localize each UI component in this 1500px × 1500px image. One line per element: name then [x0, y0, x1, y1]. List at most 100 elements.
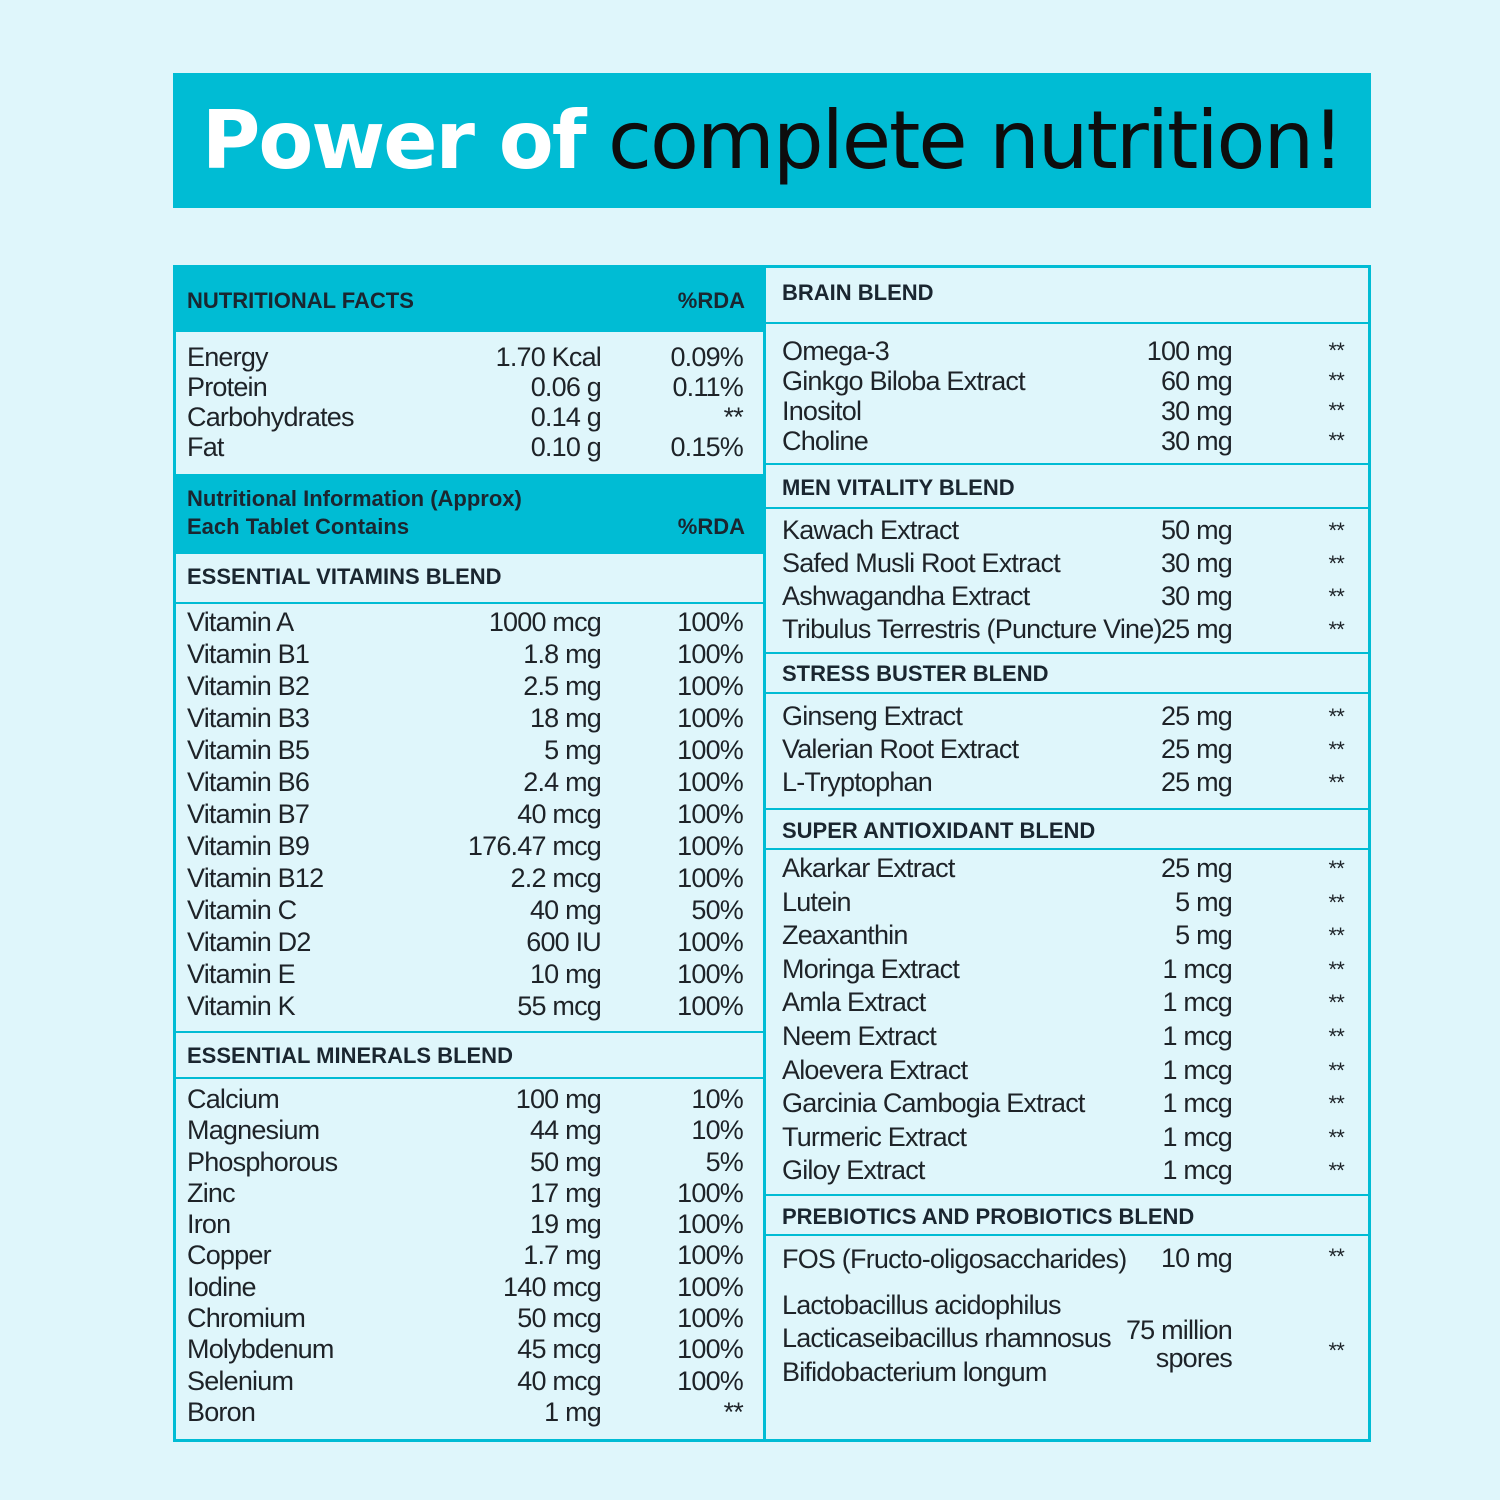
men-vitality-title: MEN VITALITY BLEND: [782, 475, 1015, 500]
item-amount: 50 mg: [529, 1146, 602, 1177]
rda-column-label: %RDA: [677, 288, 745, 313]
item-name: Neem Extract: [782, 1020, 937, 1051]
item-rda: **: [1328, 923, 1344, 949]
item-name: Protein: [187, 372, 268, 402]
minerals-list: Calcium 100 mg 10% Magnesium 44 mg 10% Phospho…: [176, 1084, 763, 1428]
item-amount: 1 mcg: [1162, 987, 1232, 1018]
item-name: Vitamin C: [187, 895, 297, 925]
item-name: FOS (Fructo-oligosaccharides): [782, 1244, 1127, 1274]
item-rda: **: [1328, 617, 1344, 642]
item-name: Fat: [187, 432, 224, 462]
item-rda: **: [1328, 990, 1344, 1016]
item-amount: 140 mcg: [503, 1271, 602, 1302]
item-amount: 0.10 g: [530, 432, 602, 462]
brain-blend-list: Omega-3 100 mg ** Ginkgo Biloba Extract 60 m…: [766, 336, 1368, 464]
item-amount: 17 mg: [529, 1177, 602, 1208]
item-amount: 1 mg: [544, 1396, 602, 1427]
table-row: Ginseng Extract 25 mg **: [766, 700, 1368, 733]
item-amount: 18 mg: [529, 703, 602, 733]
page-title: Power of complete nutrition!: [201, 94, 1345, 187]
item-rda: 100%: [677, 959, 744, 989]
table-row: Safed Musli Root Extract 30 mg **: [766, 547, 1368, 580]
table-row: Vitamin B7 40 mcg 100%: [176, 798, 763, 830]
item-rda: 10%: [691, 1115, 743, 1146]
table-row: Choline 30 mg **: [766, 426, 1368, 456]
table-row: Boron 1 mg **: [176, 1397, 763, 1428]
item-amount: 30 mg: [1160, 581, 1233, 611]
item-amount: 600 IU: [526, 927, 602, 957]
item-name: Magnesium: [187, 1115, 320, 1146]
item-name: Vitamin K: [187, 991, 296, 1021]
item-amount: 2.5 mg: [523, 671, 602, 701]
item-name: Turmeric Extract: [782, 1121, 967, 1152]
table-row: Carbohydrates 0.14 g **: [176, 402, 763, 432]
table-row: Kawach Extract 50 mg **: [766, 514, 1368, 547]
item-rda: 100%: [677, 927, 744, 957]
table-row: Giloy Extract 1 mcg **: [766, 1154, 1368, 1188]
item-name: Inositol: [782, 396, 862, 426]
item-amount: 25 mg: [1160, 767, 1233, 797]
table-row: Protein 0.06 g 0.11%: [176, 372, 763, 402]
item-rda: **: [1328, 428, 1344, 453]
item-rda: 100%: [677, 863, 744, 893]
table-row: Vitamin K 55 mcg 100%: [176, 990, 763, 1022]
table-row: Vitamin B3 18 mg 100%: [176, 702, 763, 734]
item-rda: 100%: [677, 703, 744, 733]
item-name: Ginseng Extract: [782, 701, 963, 731]
table-row: Tribulus Terrestris (Puncture Vine) 25 mg…: [766, 613, 1368, 646]
men-vitality-list: Kawach Extract 50 mg ** Safed Musli Root Ex…: [766, 514, 1368, 646]
item-amount: 45 mcg: [517, 1334, 602, 1365]
probiotic-name-1: Lactobacillus acidophilus: [782, 1290, 1062, 1320]
prebiotics-header: PREBIOTICS AND PROBIOTICS BLEND: [766, 1196, 1368, 1236]
table-row: Inositol 30 mg **: [766, 396, 1368, 426]
nutritional-info-header: Nutritional Information (Approx) Each Ta…: [176, 474, 763, 554]
item-rda: **: [1328, 889, 1344, 915]
table-row: Akarkar Extract 25 mg **: [766, 852, 1368, 886]
item-amount: 10 mg: [1160, 1243, 1233, 1273]
stress-buster-title: STRESS BUSTER BLEND: [782, 661, 1049, 686]
item-name: Vitamin B7: [187, 799, 310, 829]
item-name: Ashwagandha Extract: [782, 581, 1030, 611]
item-name: Vitamin E: [187, 959, 296, 989]
table-row: Molybdenum 45 mcg 100%: [176, 1334, 763, 1365]
item-rda: **: [723, 402, 744, 432]
item-amount: 1.70 Kcal: [495, 342, 602, 372]
item-name: Phosphorous: [187, 1146, 338, 1177]
item-name: Kawach Extract: [782, 515, 959, 545]
item-rda: **: [1328, 856, 1344, 881]
item-name: Iron: [187, 1209, 231, 1240]
item-rda: **: [1328, 1023, 1344, 1049]
table-row: Vitamin B6 2.4 mg 100%: [176, 766, 763, 798]
brain-blend-header: BRAIN BLEND: [766, 268, 1368, 324]
item-amount: 19 mg: [529, 1209, 602, 1240]
item-name: Safed Musli Root Extract: [782, 548, 1061, 578]
fos-row: FOS (Fructo-oligosaccharides) 10 mg **: [766, 1244, 1368, 1280]
item-name: Selenium: [187, 1365, 294, 1396]
antioxidant-header: SUPER ANTIOXIDANT BLEND: [766, 810, 1368, 850]
minerals-blend-title: ESSENTIAL MINERALS BLEND: [187, 1043, 513, 1068]
item-amount: 50 mg: [1160, 515, 1233, 545]
left-column: NUTRITIONAL FACTS %RDA Energy 1.70 Kcal 0.…: [176, 268, 766, 1439]
title-rest-part: complete nutrition!: [607, 94, 1344, 187]
vitamins-blend-title: ESSENTIAL VITAMINS BLEND: [187, 564, 502, 589]
item-rda: 0.15%: [670, 432, 743, 462]
item-name: Choline: [782, 426, 869, 456]
table-row: Iron 19 mg 100%: [176, 1209, 763, 1240]
item-rda: 100%: [677, 1303, 744, 1334]
men-vitality-header: MEN VITALITY BLEND: [766, 465, 1368, 509]
item-rda: **: [1328, 338, 1344, 363]
item-amount: 30 mg: [1160, 396, 1233, 426]
item-amount: 100 mg: [1146, 336, 1233, 366]
item-name: L-Tryptophan: [782, 767, 933, 797]
divider: [766, 463, 1368, 465]
item-rda: **: [1328, 770, 1344, 795]
item-rda: **: [1328, 368, 1344, 393]
table-row: Copper 1.7 mg 100%: [176, 1240, 763, 1271]
table-row: Calcium 100 mg 10%: [176, 1084, 763, 1115]
item-name: Giloy Extract: [782, 1155, 925, 1186]
item-rda: **: [1328, 956, 1344, 982]
item-rda: **: [723, 1396, 744, 1427]
nutritional-facts-list: Energy 1.70 Kcal 0.09% Protein 0.06 g 0.11% Ca…: [176, 342, 763, 462]
title-bold-part: Power of: [201, 94, 587, 187]
table-row: Vitamin D2 600 IU 100%: [176, 926, 763, 958]
